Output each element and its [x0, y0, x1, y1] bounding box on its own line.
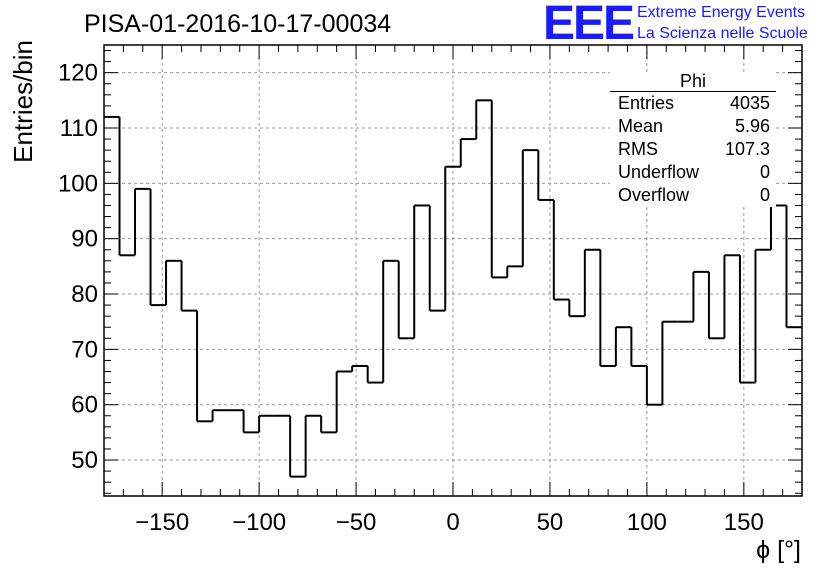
run-title: PISA-01-2016-10-17-00034	[84, 10, 392, 38]
y-axis-title: Entries/bin	[8, 40, 38, 163]
stats-row-underflow: Underflow 0	[610, 161, 776, 184]
y-tick-label: 70	[71, 336, 98, 363]
stats-label: Underflow	[618, 162, 700, 182]
x-tick-label: −50	[336, 509, 377, 536]
eee-logo: EEE	[543, 0, 635, 50]
stats-row-rms: RMS 107.3	[610, 138, 776, 161]
y-tick-label: 110	[60, 115, 98, 142]
stats-value: 107.3	[724, 139, 770, 159]
stats-label: Entries	[618, 93, 675, 113]
logo-subtitle-line1: Extreme Energy Events	[637, 4, 806, 21]
stats-box: Phi Entries 4035 Mean 5.96 RMS 107.3 Und…	[610, 72, 776, 207]
x-tick-label: 150	[724, 509, 764, 536]
stats-title: Phi	[610, 72, 776, 92]
x-tick-label: 0	[446, 509, 459, 536]
y-tick-label: 120	[58, 60, 98, 87]
stats-label: Overflow	[618, 185, 690, 205]
stats-value: 0	[759, 162, 770, 182]
stats-label: RMS	[618, 139, 658, 159]
x-tick-label: 100	[627, 509, 667, 536]
x-tick-label: −100	[232, 509, 286, 536]
stats-value: 5.96	[734, 116, 770, 136]
y-tick-label: 50	[71, 447, 98, 474]
stats-row-overflow: Overflow 0	[610, 184, 776, 207]
stats-label: Mean	[618, 116, 664, 136]
stats-value: 0	[759, 185, 770, 205]
x-tick-label: 50	[537, 509, 564, 536]
y-tick-label: 100	[58, 170, 98, 197]
stats-row-mean: Mean 5.96	[610, 115, 776, 138]
x-tick-label: −150	[135, 509, 189, 536]
y-tick-label: 60	[71, 392, 98, 419]
y-tick-label: 80	[71, 281, 98, 308]
stats-row-entries: Entries 4035	[610, 92, 776, 115]
logo-subtitle-line2: La Scienza nelle Scuole	[637, 25, 808, 42]
stats-value: 4035	[729, 93, 770, 113]
x-axis-title: ϕ [°]	[756, 536, 801, 564]
y-tick-label: 90	[71, 226, 98, 253]
